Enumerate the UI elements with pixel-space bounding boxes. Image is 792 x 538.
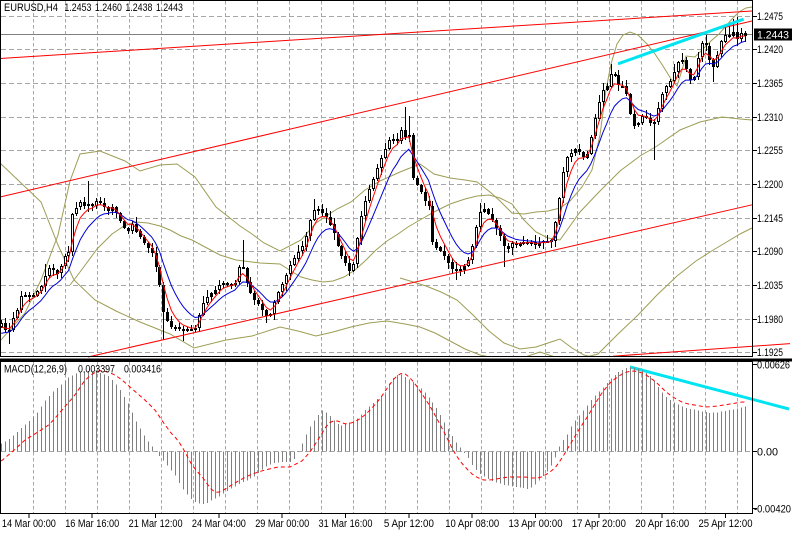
svg-text:-0.00420: -0.00420 bbox=[754, 504, 791, 516]
svg-text:1.1980: 1.1980 bbox=[757, 314, 783, 326]
svg-text:1.2460: 1.2460 bbox=[95, 2, 122, 14]
svg-text:1.2035: 1.2035 bbox=[757, 280, 783, 292]
svg-text:25 Apr 12:00: 25 Apr 12:00 bbox=[699, 518, 753, 530]
svg-text:29 Mar 00:00: 29 Mar 00:00 bbox=[255, 518, 309, 530]
svg-text:0.00: 0.00 bbox=[757, 446, 778, 458]
svg-text:13 Apr 00:00: 13 Apr 00:00 bbox=[509, 518, 563, 530]
svg-text:1.2090: 1.2090 bbox=[757, 246, 783, 258]
svg-text:10 Apr 08:00: 10 Apr 08:00 bbox=[445, 518, 499, 530]
svg-text:14 Mar 00:00: 14 Mar 00:00 bbox=[2, 518, 56, 530]
svg-text:1.2453: 1.2453 bbox=[64, 2, 91, 14]
svg-text:MACD(12,26,9): MACD(12,26,9) bbox=[4, 364, 67, 376]
svg-text:1.2145: 1.2145 bbox=[757, 213, 783, 225]
svg-text:17 Apr 20:00: 17 Apr 20:00 bbox=[572, 518, 626, 530]
svg-text:0.003416: 0.003416 bbox=[124, 364, 161, 376]
svg-text:1.2420: 1.2420 bbox=[757, 44, 783, 56]
svg-text:31 Mar 16:00: 31 Mar 16:00 bbox=[319, 518, 373, 530]
svg-text:EURUSD,H4: EURUSD,H4 bbox=[4, 2, 58, 14]
svg-text:0.00626: 0.00626 bbox=[757, 360, 790, 372]
svg-text:1.2443: 1.2443 bbox=[757, 30, 789, 42]
svg-text:0.003397: 0.003397 bbox=[78, 364, 115, 376]
svg-text:21 Mar 12:00: 21 Mar 12:00 bbox=[129, 518, 183, 530]
svg-text:24 Mar 04:00: 24 Mar 04:00 bbox=[192, 518, 246, 530]
svg-text:1.2255: 1.2255 bbox=[757, 145, 783, 157]
svg-text:1.2310: 1.2310 bbox=[757, 112, 783, 124]
svg-text:20 Apr 16:00: 20 Apr 16:00 bbox=[635, 518, 689, 530]
svg-text:1.2443: 1.2443 bbox=[156, 2, 183, 14]
svg-text:16 Mar 16:00: 16 Mar 16:00 bbox=[65, 518, 119, 530]
svg-text:1.2200: 1.2200 bbox=[757, 179, 783, 191]
svg-text:5 Apr 12:00: 5 Apr 12:00 bbox=[384, 518, 434, 530]
svg-text:1.1925: 1.1925 bbox=[757, 347, 783, 359]
svg-text:1.2475: 1.2475 bbox=[757, 11, 783, 23]
svg-text:1.2438: 1.2438 bbox=[125, 2, 152, 14]
svg-text:1.2365: 1.2365 bbox=[757, 78, 783, 90]
